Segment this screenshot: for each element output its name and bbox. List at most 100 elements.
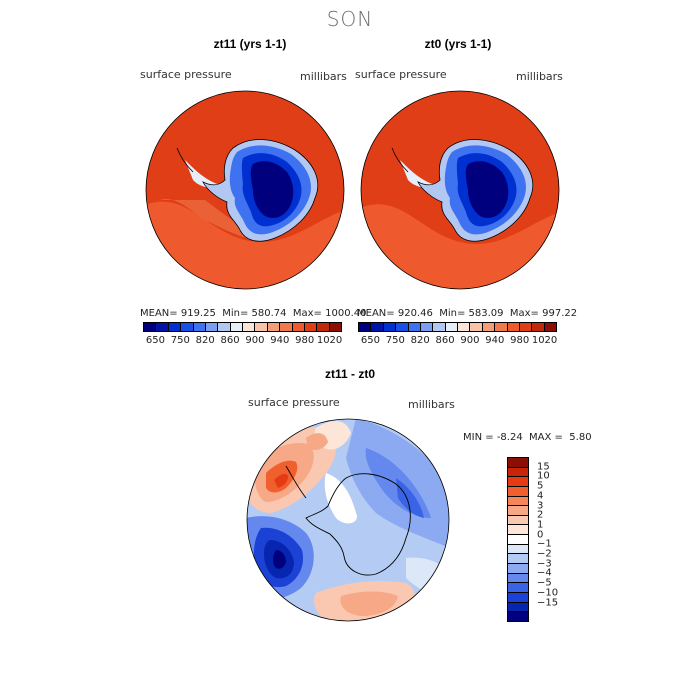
colorbar-swatch xyxy=(508,592,528,603)
colorbar-swatch xyxy=(508,506,528,516)
diff-min-value: -8.24 xyxy=(496,432,523,443)
colorbar-swatch xyxy=(243,323,256,331)
colorbar-swatch xyxy=(508,496,528,507)
diff-stats: MIN = -8.24 MAX = 5.80 xyxy=(463,432,592,443)
colorbar-swatch xyxy=(508,458,528,468)
colorbar-swatch xyxy=(482,323,496,331)
colorbar-swatch xyxy=(495,323,508,331)
colorbar-swatch xyxy=(420,323,434,331)
colorbar-swatch xyxy=(156,323,169,331)
panel1-min-label: Min= xyxy=(222,308,249,319)
colorbar-swatch xyxy=(396,323,409,331)
colorbar-swatch xyxy=(230,323,243,331)
colorbar-tick-label: −5 xyxy=(537,577,552,589)
colorbar-tick-label: −10 xyxy=(537,587,559,599)
colorbar-tick-label: 650 xyxy=(145,335,165,346)
panel2-max-label: Max= xyxy=(509,308,539,319)
colorbar-tick-label: 1 xyxy=(537,519,544,531)
colorbar-swatch xyxy=(317,323,330,331)
season-title: SON xyxy=(326,7,374,31)
colorbar-tick-label: 5 xyxy=(537,480,544,492)
colorbar-swatch xyxy=(532,323,545,331)
colorbar-tick-label: 750 xyxy=(170,335,190,346)
colorbar-swatch xyxy=(359,323,372,331)
colorbar-tick-label: 860 xyxy=(220,335,240,346)
diff-min-label: MIN = xyxy=(463,432,494,443)
colorbar-tick-label: 4 xyxy=(537,490,544,502)
colorbar-swatch xyxy=(507,323,520,331)
colorbar-swatch xyxy=(508,477,528,487)
panel2-title: zt0 (yrs 1-1) xyxy=(424,37,492,51)
colorbar-swatch xyxy=(508,515,528,526)
panel1-min-value: 580.74 xyxy=(251,308,287,319)
panel1-max-value: 1000.40 xyxy=(325,308,367,319)
colorbar-tick-label: 900 xyxy=(245,335,265,346)
colorbar-tick-label: 820 xyxy=(410,335,430,346)
panel1-mean-label: MEAN= xyxy=(140,308,178,319)
colorbar-swatch xyxy=(218,323,231,331)
panel1-max-label: Max= xyxy=(292,308,322,319)
colorbar-swatch xyxy=(304,323,318,331)
colorbar-swatch xyxy=(508,554,528,565)
colorbar-tick-label: 940 xyxy=(270,335,290,346)
panel1-title: zt11 (yrs 1-1) xyxy=(213,37,287,51)
colorbar-swatch xyxy=(267,323,281,331)
panel1-variable-label: surface pressure xyxy=(140,68,232,81)
colorbar-tick-label: −4 xyxy=(537,567,552,579)
colorbar-tick-label: −3 xyxy=(537,558,552,570)
colorbar-tick-label: 1020 xyxy=(316,335,343,346)
colorbar-swatch xyxy=(371,323,384,331)
colorbar-swatch xyxy=(383,323,397,331)
diff-colorbar xyxy=(507,457,529,622)
colorbar-tick-label: 10 xyxy=(537,470,550,482)
diff-variable-label: surface pressure xyxy=(248,396,340,409)
panel2-colorbar xyxy=(358,322,557,332)
colorbar-swatch xyxy=(508,544,528,555)
colorbar-swatch xyxy=(445,323,458,331)
colorbar-tick-label: −15 xyxy=(537,597,559,609)
colorbar-swatch xyxy=(508,573,528,584)
colorbar-tick-label: 820 xyxy=(195,335,215,346)
colorbar-swatch xyxy=(508,602,528,613)
colorbar-swatch xyxy=(508,467,528,478)
colorbar-swatch xyxy=(508,535,528,545)
colorbar-swatch xyxy=(508,583,528,593)
colorbar-tick-label: 980 xyxy=(510,335,530,346)
colorbar-swatch xyxy=(255,323,268,331)
colorbar-swatch xyxy=(193,323,206,331)
colorbar-tick-label: 2 xyxy=(537,509,544,521)
colorbar-swatch xyxy=(280,323,293,331)
panel2-stats: MEAN= 920.46 Min= 583.09 Max= 997.22 xyxy=(357,308,577,319)
colorbar-tick-label: 980 xyxy=(295,335,315,346)
diff-units-label: millibars xyxy=(408,398,455,411)
colorbar-swatch xyxy=(508,564,528,574)
colorbar-tick-label: 15 xyxy=(537,461,550,473)
colorbar-tick-label: 860 xyxy=(435,335,455,346)
colorbar-tick-label: 0 xyxy=(537,529,544,541)
colorbar-swatch xyxy=(508,525,528,536)
panel1-mean-value: 919.25 xyxy=(180,308,216,319)
colorbar-tick-label: −1 xyxy=(537,538,552,550)
panel2-map xyxy=(360,90,560,290)
colorbar-swatch xyxy=(205,323,219,331)
panel1-colorbar xyxy=(143,322,342,332)
panel1-stats: MEAN= 919.25 Min= 580.74 Max= 1000.40 xyxy=(140,308,366,319)
colorbar-swatch xyxy=(292,323,305,331)
colorbar-swatch xyxy=(458,323,471,331)
panel2-units-label: millibars xyxy=(516,70,563,83)
colorbar-tick-label: 1020 xyxy=(531,335,558,346)
colorbar-tick-label: 650 xyxy=(360,335,380,346)
colorbar-tick-label: −2 xyxy=(537,548,552,560)
panel2-min-value: 583.09 xyxy=(468,308,504,319)
colorbar-tick-label: 940 xyxy=(485,335,505,346)
colorbar-swatch xyxy=(508,486,528,497)
colorbar-tick-label: 900 xyxy=(460,335,480,346)
colorbar-swatch xyxy=(408,323,421,331)
colorbar-swatch xyxy=(144,323,157,331)
colorbar-tick-label: 750 xyxy=(385,335,405,346)
colorbar-swatch xyxy=(181,323,194,331)
panel2-mean-value: 920.46 xyxy=(397,308,433,319)
colorbar-swatch xyxy=(508,612,528,621)
panel1-units-label: millibars xyxy=(300,70,347,83)
colorbar-swatch xyxy=(519,323,533,331)
